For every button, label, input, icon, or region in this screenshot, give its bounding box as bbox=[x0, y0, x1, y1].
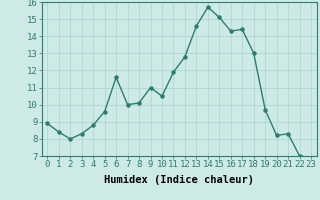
X-axis label: Humidex (Indice chaleur): Humidex (Indice chaleur) bbox=[104, 175, 254, 185]
